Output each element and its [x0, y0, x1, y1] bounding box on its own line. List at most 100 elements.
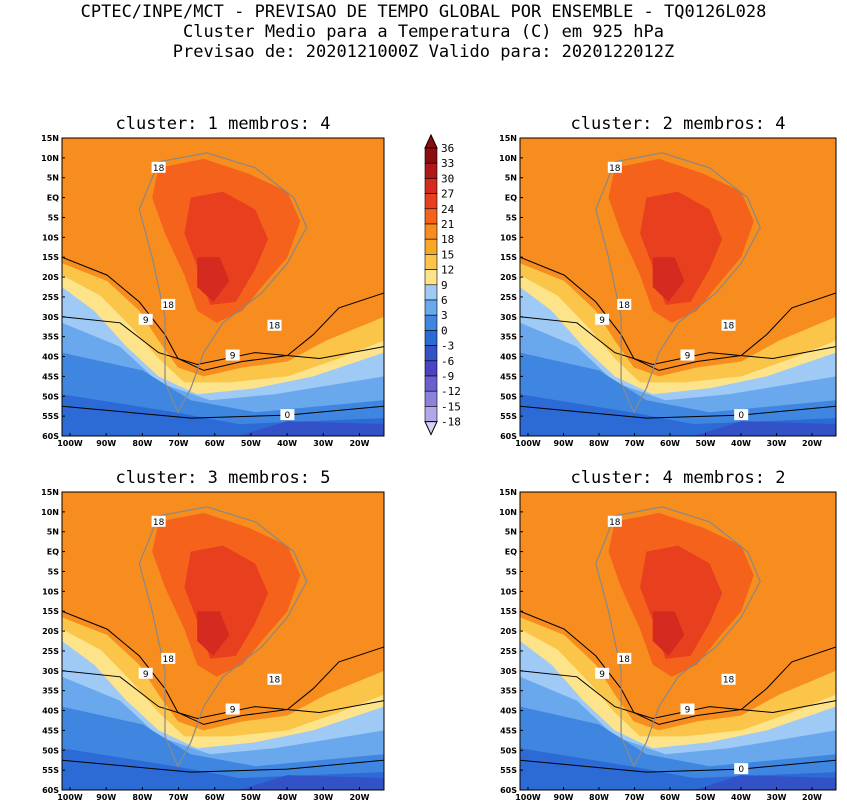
contour-label-box	[280, 409, 295, 421]
lat-tick-label: EQ	[505, 548, 517, 557]
header-subtitle: Cluster Medio para a Temperatura (C) em …	[182, 22, 665, 42]
lon-tick-label: 40W	[731, 439, 751, 448]
contour-label-box	[617, 652, 632, 664]
colorbar-label: 24	[441, 203, 455, 216]
contour-label: 18	[723, 676, 735, 686]
lat-tick-label: 20S	[500, 627, 517, 636]
field-minus3	[239, 421, 384, 436]
lon-tick-label: 50W	[696, 793, 716, 802]
lat-tick-label: 50S	[42, 746, 59, 755]
panel-2-title: cluster: 2 membros: 4	[570, 114, 786, 134]
panel-3-title: cluster: 3 membros: 5	[115, 468, 331, 488]
lat-tick-label: 5N	[505, 528, 517, 537]
panel-frame	[61, 491, 385, 791]
contour-9	[520, 670, 836, 720]
contour-label: 9	[685, 706, 691, 716]
contour-label: 18	[609, 518, 621, 528]
lat-tick-label: 55S	[42, 766, 59, 775]
lat-tick-label: 10S	[500, 233, 517, 242]
lon-tick-label: 80W	[589, 439, 609, 448]
lat-tick-label: 15S	[500, 607, 517, 616]
lat-tick-label: 50S	[500, 746, 517, 755]
lon-tick-label: 20W	[802, 439, 822, 448]
colorbar-label: -6	[441, 355, 454, 368]
lon-tick-label: 70W	[625, 793, 645, 802]
contour-0	[62, 405, 384, 419]
contour-label-box	[617, 298, 632, 310]
contour-label-box	[734, 409, 749, 421]
map-panel-4: 18 18 9 18 9 0 15N 10N 5N EQ 5S 10S 15S 20S 25S 30S 35S 4…	[499, 488, 837, 802]
map-panel-3: 18 18 9 18 9 15N 10N 5N EQ 5S 10S 15S 20S 25S 30S 35S 40…	[41, 488, 385, 802]
coastline	[595, 152, 761, 414]
field-minus3	[693, 421, 836, 436]
contour-label: 0	[738, 411, 744, 421]
colorbar-label: 6	[441, 294, 448, 307]
colorbar-swatch	[424, 178, 438, 194]
lat-tick-label: 60S	[42, 432, 59, 441]
lon-tick-label: 40W	[731, 793, 751, 802]
contour-label: 18	[163, 301, 175, 311]
colorbar-label: 0	[441, 324, 448, 337]
contour-18	[62, 492, 384, 725]
colorbar-label: -18	[441, 416, 461, 429]
colorbar-label: -3	[441, 340, 454, 353]
contour-0	[62, 759, 384, 773]
lat-tick-label: 45S	[500, 372, 517, 381]
contour-18	[520, 138, 836, 371]
panel-frame	[61, 137, 385, 437]
contour-9	[62, 670, 384, 720]
contour-label-box	[161, 298, 176, 310]
panel-frame	[519, 137, 837, 437]
colorbar-swatch	[424, 390, 438, 407]
lon-tick-label: 70W	[169, 793, 189, 802]
lon-tick-label: 50W	[241, 793, 261, 802]
lat-tick-label: 10S	[42, 587, 59, 596]
colorbar-swatch	[424, 299, 438, 316]
lon-tick-label: 20W	[349, 439, 369, 448]
lat-tick-label: 5S	[48, 567, 60, 576]
colorbar-swatch	[424, 284, 438, 301]
contour-label: 18	[609, 164, 621, 174]
colorbar-bottom-arrow	[424, 421, 438, 436]
contour-label: 18	[153, 164, 165, 174]
header-dates: Previsao de: 2020121000Z Valido para: 20…	[172, 42, 675, 62]
lat-tick-label: 10S	[42, 233, 59, 242]
colorbar-top-arrow	[424, 133, 438, 149]
lat-tick-label: 45S	[42, 726, 59, 735]
lon-tick-label: 40W	[277, 793, 297, 802]
contour-label: 9	[599, 670, 605, 680]
lat-tick-label: 35S	[500, 333, 517, 342]
contour-label: 9	[230, 706, 236, 716]
lon-tick-label: 90W	[554, 439, 574, 448]
contour-label: 9	[599, 316, 605, 326]
lon-tick-label: 90W	[96, 439, 116, 448]
field-minus3	[239, 775, 384, 790]
contour-label: 18	[723, 322, 735, 332]
colorbar-label: 9	[441, 279, 448, 292]
lon-tick-label: 60W	[205, 439, 225, 448]
panel-frame	[519, 491, 837, 791]
lon-tick-label: 100W	[57, 439, 83, 448]
contour-label: 9	[143, 316, 149, 326]
lat-tick-label: 30S	[42, 313, 59, 322]
header-title: CPTEC/INPE/MCT - PREVISAO DE TEMPO GLOBA…	[80, 2, 767, 22]
lat-tick-label: 10S	[500, 587, 517, 596]
lat-tick-label: 25S	[42, 293, 59, 302]
temperature-field-1	[62, 138, 384, 436]
lat-tick-label: 15N	[41, 134, 59, 143]
lon-tick-label: 100W	[57, 793, 83, 802]
lat-tick-label: 30S	[500, 667, 517, 676]
colorbar-label: 15	[441, 248, 454, 261]
contour-label-box	[595, 667, 610, 679]
lat-tick-label: 60S	[42, 786, 59, 795]
colorbar-swatch	[424, 269, 438, 286]
lon-tick-label: 60W	[660, 793, 680, 802]
field-30	[197, 257, 230, 302]
lon-tick-label: 50W	[241, 439, 261, 448]
field-30	[652, 257, 685, 302]
lat-tick-label: EQ	[505, 194, 517, 203]
lat-tick-label: 25S	[500, 647, 517, 656]
lon-tick-label: 80W	[132, 793, 152, 802]
